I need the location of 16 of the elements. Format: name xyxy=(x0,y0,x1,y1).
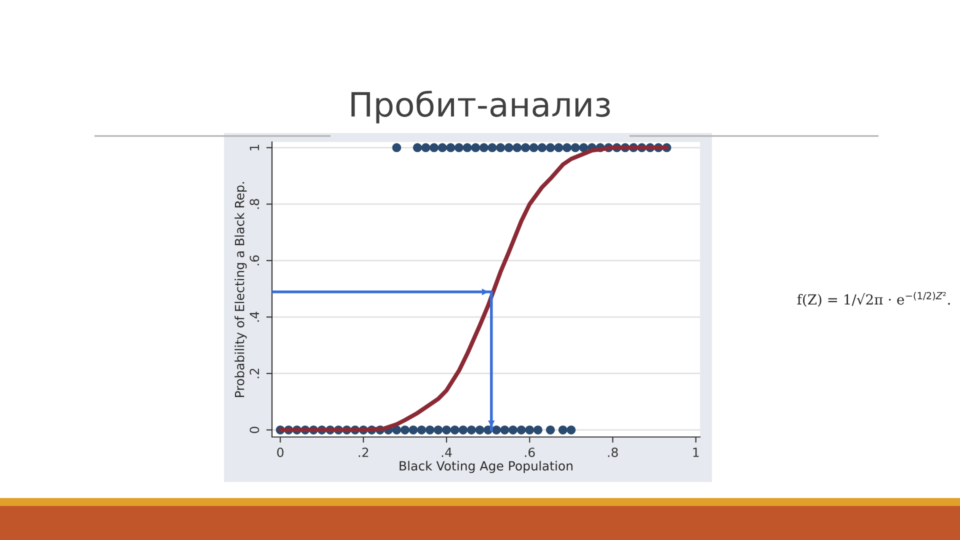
y-tick-label: .8 xyxy=(250,198,260,209)
y-tick-label: .2 xyxy=(250,368,259,378)
x-tick-label: .8 xyxy=(608,448,618,458)
y-axis-title: Probability of Electing a Black Rep. xyxy=(234,182,247,397)
y-tick-label: .4 xyxy=(250,312,259,322)
x-tick-label: 0 xyxy=(277,448,284,458)
chart-title: Пробит-анализ xyxy=(351,90,610,124)
y-tick-label: 0 xyxy=(250,426,260,434)
y-tick-label: 1 xyxy=(250,144,259,150)
x-tick-label: 1 xyxy=(693,448,699,457)
x-tick-label: .4 xyxy=(442,448,452,457)
text: f(Z) = 1/√2π · e$^{−(1/2)Z²}$. xyxy=(797,292,950,307)
x-axis-title: Black Voting Age Population xyxy=(400,460,572,473)
x-tick-label: .2 xyxy=(358,448,368,457)
y-tick-label: .6 xyxy=(250,255,260,266)
x-tick-label: .6 xyxy=(525,448,535,458)
